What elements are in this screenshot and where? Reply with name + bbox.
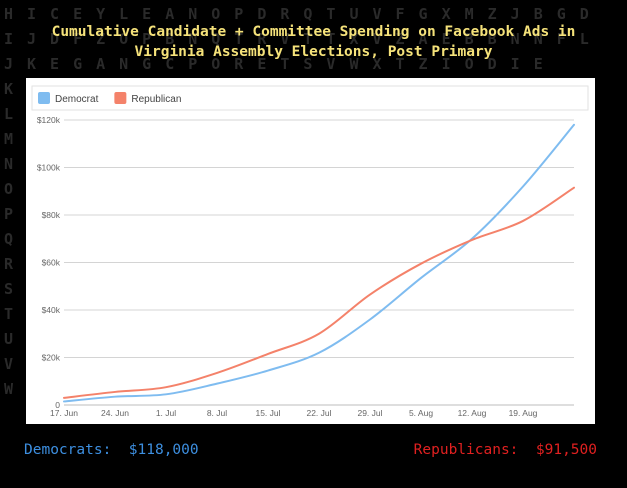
legend-item-republican[interactable]: Republican bbox=[131, 94, 181, 105]
chart-title-line-2: Virginia Assembly Elections, Post Primar… bbox=[134, 44, 493, 60]
democrats-total: Democrats: $118,000 bbox=[24, 442, 199, 458]
x-axis: 17. Jun 24. Jun 1. Jul 8. Jul 15. Jul 22. Jul… bbox=[50, 408, 538, 418]
grid-lines bbox=[64, 119, 574, 406]
y-tick-label: $120k bbox=[37, 115, 61, 125]
series-line-democrat[interactable] bbox=[63, 123, 575, 403]
y-tick-label: $20k bbox=[42, 353, 61, 363]
chart-panel: Democrat Republican 0 $20k $40k $60k $80k $100… bbox=[26, 78, 595, 424]
x-tick-label: 5. Aug bbox=[409, 408, 433, 418]
line-chart: Democrat Republican 0 $20k $40k $60k $80k $100… bbox=[31, 85, 589, 418]
democrats-total-label: Democrats: bbox=[24, 442, 112, 458]
x-tick-label: 19. Aug bbox=[509, 408, 538, 418]
y-tick-label: $80k bbox=[42, 210, 61, 220]
x-tick-label: 1. Jul bbox=[156, 408, 176, 418]
republicans-total-value: $91,500 bbox=[535, 442, 597, 458]
plot-area bbox=[63, 123, 575, 403]
x-tick-label: 17. Jun bbox=[50, 408, 78, 418]
legend-swatch-democrat bbox=[38, 92, 50, 104]
x-tick-label: 22. Jul bbox=[306, 408, 331, 418]
republicans-total-label: Republicans: bbox=[413, 442, 519, 458]
x-tick-label: 15. Jul bbox=[255, 408, 280, 418]
series-line-republican[interactable] bbox=[63, 186, 575, 399]
y-tick-label: $100k bbox=[37, 163, 61, 173]
chart-title: Cumulative Candidate + Committee Spendin… bbox=[0, 22, 627, 62]
y-tick-label: 0 bbox=[55, 400, 60, 410]
democrats-total-value: $118,000 bbox=[128, 442, 199, 458]
republicans-total: Republicans: $91,500 bbox=[414, 442, 597, 458]
x-tick-label: 24. Jun bbox=[101, 408, 129, 418]
y-tick-label: $60k bbox=[42, 258, 61, 268]
legend: Democrat Republican bbox=[31, 85, 589, 111]
y-axis: 0 $20k $40k $60k $80k $100k $120k bbox=[37, 115, 61, 410]
y-tick-label: $40k bbox=[42, 305, 61, 315]
x-tick-label: 29. Jul bbox=[357, 408, 382, 418]
x-tick-label: 12. Aug bbox=[458, 408, 487, 418]
chart-title-line-1: Cumulative Candidate + Committee Spendin… bbox=[51, 24, 576, 40]
legend-swatch-republican bbox=[114, 92, 127, 104]
x-tick-label: 8. Jul bbox=[207, 408, 227, 418]
legend-item-democrat[interactable]: Democrat bbox=[55, 94, 99, 105]
